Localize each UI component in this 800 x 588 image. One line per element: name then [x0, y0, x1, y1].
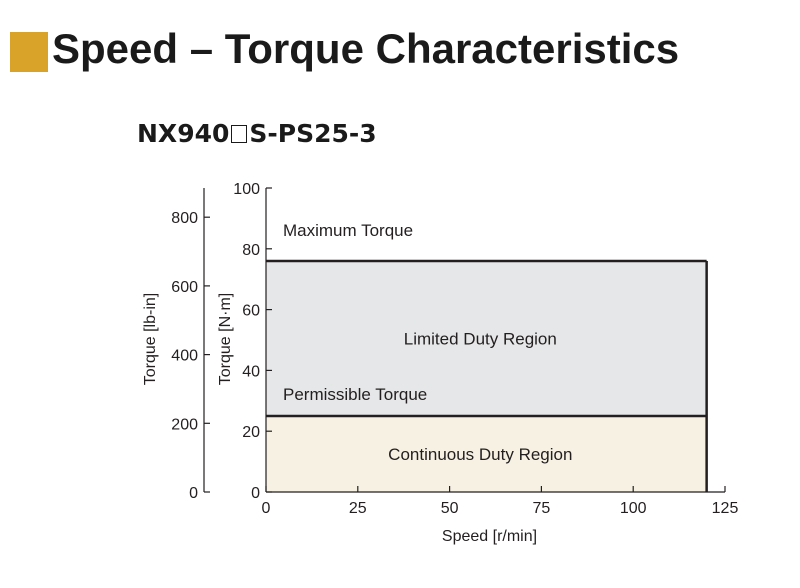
secondary-y-tick-label: 0: [189, 485, 198, 502]
y-tick-label: 20: [242, 424, 260, 441]
secondary-y-axis-title: Torque [lb-in]: [142, 293, 159, 386]
x-tick-label: 50: [441, 500, 459, 517]
continuous-duty-region-label: Continuous Duty Region: [388, 445, 572, 464]
x-tick-label: 0: [262, 500, 271, 517]
x-tick-label: 75: [533, 500, 551, 517]
y-tick-label: 60: [242, 303, 260, 320]
x-tick-label: 125: [712, 500, 739, 517]
y-tick-label: 100: [233, 181, 260, 198]
limited-duty-region-label: Limited Duty Region: [404, 329, 557, 348]
secondary-y-tick-label: 200: [171, 416, 198, 433]
y-tick-label: 40: [242, 363, 260, 380]
title-accent-square: [10, 32, 48, 72]
x-axis-title: Speed [r/min]: [442, 528, 537, 545]
page-title: Speed – Torque Characteristics: [52, 25, 680, 72]
y-axis-title: Torque [N·m]: [217, 293, 234, 385]
y-tick-label: 0: [251, 485, 260, 502]
y-tick-label: 80: [242, 242, 260, 259]
model-variant-box: [231, 125, 248, 143]
limited-duty-region: [266, 260, 707, 416]
x-tick-label: 25: [349, 500, 367, 517]
x-tick-label: 100: [620, 500, 647, 517]
model-prefix: NX940: [137, 119, 230, 148]
secondary-y-tick-label: 400: [171, 348, 198, 365]
permissible-torque-label: Permissible Torque: [283, 385, 427, 404]
secondary-y-tick-label: 600: [171, 279, 198, 296]
secondary-y-tick-label: 800: [171, 210, 198, 227]
model-name: NX940 S-PS25-3: [137, 118, 377, 150]
model-suffix: S-PS25-3: [249, 119, 377, 148]
continuous-duty-region: [266, 416, 707, 492]
maximum-torque-label: Maximum Torque: [283, 221, 413, 240]
